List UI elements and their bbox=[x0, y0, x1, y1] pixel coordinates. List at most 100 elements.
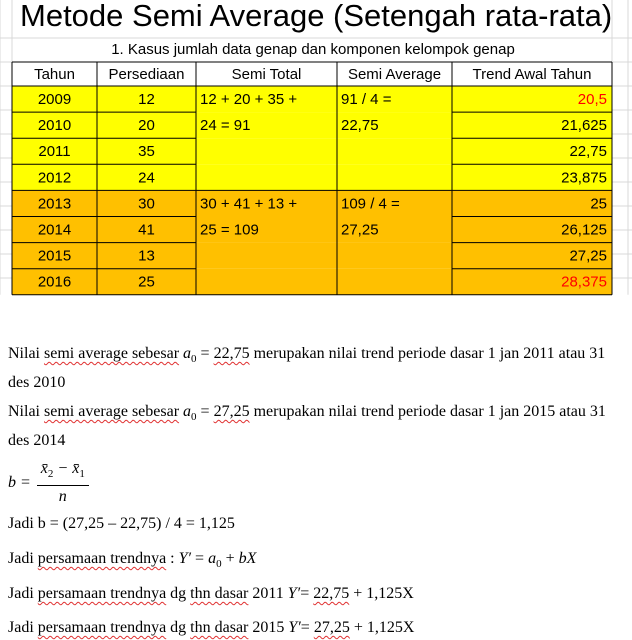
text: Jadi bbox=[8, 619, 38, 636]
text: Nilai bbox=[8, 403, 44, 420]
semi-total-cell: 24 = 91 bbox=[200, 117, 250, 134]
row-fill bbox=[12, 138, 612, 165]
text: semi average sebesar bbox=[44, 345, 180, 362]
text: 22,75 bbox=[213, 345, 250, 362]
stock-cell: 35 bbox=[138, 143, 155, 160]
semi-average-cell: 109 / 4 = bbox=[341, 195, 400, 212]
stock-cell: 30 bbox=[138, 195, 155, 212]
text: 22,75 bbox=[313, 585, 350, 602]
math: − bbox=[53, 460, 73, 477]
row-fill bbox=[12, 268, 612, 295]
trend-cell: 25 bbox=[590, 195, 607, 212]
text: thn dasar bbox=[190, 585, 249, 602]
text: + bbox=[221, 550, 239, 567]
stock-cell: 24 bbox=[138, 169, 155, 186]
semi-average-cell: 22,75 bbox=[341, 117, 379, 134]
year-cell: 2013 bbox=[38, 195, 71, 212]
math-sub: 0 bbox=[216, 558, 222, 571]
math: x̄ bbox=[72, 460, 80, 477]
math: a bbox=[183, 403, 192, 420]
text: = bbox=[196, 345, 214, 362]
note: Jadi b = (27,25 – 22,75) / 4 = 1,125 bbox=[8, 512, 628, 536]
math-sub: 2 bbox=[47, 468, 54, 481]
math: Y′ bbox=[287, 585, 301, 602]
note: Jadi persamaan trendnya : Y′ = a0 + bX bbox=[8, 547, 628, 576]
text: Jadi b = (27,25 – 22,75) / 4 = 1,125 bbox=[8, 515, 235, 532]
math: a bbox=[183, 345, 192, 362]
stock-cell: 12 bbox=[138, 91, 155, 108]
note: Nilai semi average sebesar a0 = 27,25 me… bbox=[8, 400, 628, 453]
text: 27,25 bbox=[213, 403, 250, 420]
text: = bbox=[191, 550, 209, 567]
math: b = bbox=[8, 473, 31, 491]
row-fill bbox=[12, 164, 612, 191]
text: Nilai bbox=[8, 345, 44, 362]
math: bX bbox=[238, 550, 257, 567]
stock-cell: 20 bbox=[138, 117, 155, 134]
trend-cell: 21,625 bbox=[561, 117, 607, 134]
text: + 1,125X bbox=[349, 585, 414, 602]
stock-cell: 41 bbox=[138, 222, 155, 239]
text: dg bbox=[166, 585, 191, 602]
math-sub: 0 bbox=[191, 353, 197, 366]
year-cell: 2010 bbox=[38, 117, 71, 134]
year-cell: 2009 bbox=[38, 91, 71, 108]
text: 2011 bbox=[248, 585, 288, 602]
stock-cell: 13 bbox=[138, 248, 155, 265]
note: Jadi persamaan trendnya dg thn dasar 201… bbox=[8, 582, 628, 606]
row-fill bbox=[12, 216, 612, 243]
text: 2015 bbox=[248, 619, 289, 636]
row-fill bbox=[12, 190, 612, 217]
math: a bbox=[208, 550, 217, 567]
text: 27,25 bbox=[313, 619, 350, 636]
text: persamaan trendnya bbox=[37, 550, 167, 567]
semi-total-cell: 30 + 41 + 13 + bbox=[200, 195, 297, 212]
text: thn dasar bbox=[190, 619, 249, 636]
semi-total-cell: 25 = 109 bbox=[200, 222, 259, 239]
text: Jadi bbox=[8, 550, 38, 567]
math: Y′ bbox=[178, 550, 192, 567]
fraction: x̄2 − x̄1 n bbox=[36, 458, 89, 508]
header-cell: Semi Average bbox=[348, 66, 441, 83]
row-fill bbox=[12, 112, 612, 139]
text: = bbox=[196, 403, 214, 420]
text: + 1,125X bbox=[349, 619, 415, 636]
year-cell: 2012 bbox=[38, 169, 71, 186]
math: Y′ bbox=[288, 619, 301, 636]
semi-total-cell: 12 + 20 + 35 + bbox=[200, 91, 297, 108]
text: = bbox=[300, 585, 314, 602]
text: Jadi bbox=[8, 585, 38, 602]
stock-cell: 25 bbox=[138, 274, 155, 291]
text: persamaan trendnya bbox=[37, 585, 167, 602]
denominator: n bbox=[58, 488, 67, 506]
note: Nilai semi average sebesar a0 = 22,75 me… bbox=[8, 342, 628, 395]
text: = bbox=[300, 619, 314, 636]
trend-cell: 27,25 bbox=[569, 248, 607, 265]
trend-cell: 20,5 bbox=[578, 91, 607, 108]
year-cell: 2014 bbox=[38, 222, 71, 239]
math-sub: 0 bbox=[191, 411, 197, 424]
spreadsheet: Metode Semi Average (Setengah rata-rata)… bbox=[0, 0, 632, 296]
row-fill bbox=[12, 242, 612, 269]
text: merupakan nilai trend periode dasar 1 ja… bbox=[8, 403, 606, 450]
math-sub: 1 bbox=[79, 468, 85, 481]
trend-cell: 22,75 bbox=[569, 143, 607, 160]
math: x̄ bbox=[40, 460, 48, 477]
text: merupakan nilai trend periode dasar 1 ja… bbox=[8, 345, 606, 392]
header-cell: Persediaan bbox=[109, 66, 185, 83]
trend-cell: 28,375 bbox=[561, 274, 607, 291]
text: semi average sebesar bbox=[44, 403, 180, 420]
year-cell: 2011 bbox=[38, 143, 70, 160]
trend-cell: 23,875 bbox=[561, 169, 607, 186]
sheet-title: Metode Semi Average (Setengah rata-rata) bbox=[20, 0, 612, 33]
note: Jadi persamaan trendnya dg thn dasar 201… bbox=[8, 616, 628, 640]
header-cell: Semi Total bbox=[232, 66, 302, 83]
numerator: x̄2 − x̄1 bbox=[36, 458, 89, 487]
sheet-subtitle: 1. Kasus jumlah data genap dan komponen … bbox=[111, 41, 515, 58]
header-cell: Tahun bbox=[34, 66, 75, 83]
formula: b = x̄2 − x̄1 n bbox=[8, 458, 628, 508]
year-cell: 2016 bbox=[38, 274, 71, 291]
text: dg bbox=[166, 619, 191, 636]
text: : bbox=[166, 550, 179, 567]
